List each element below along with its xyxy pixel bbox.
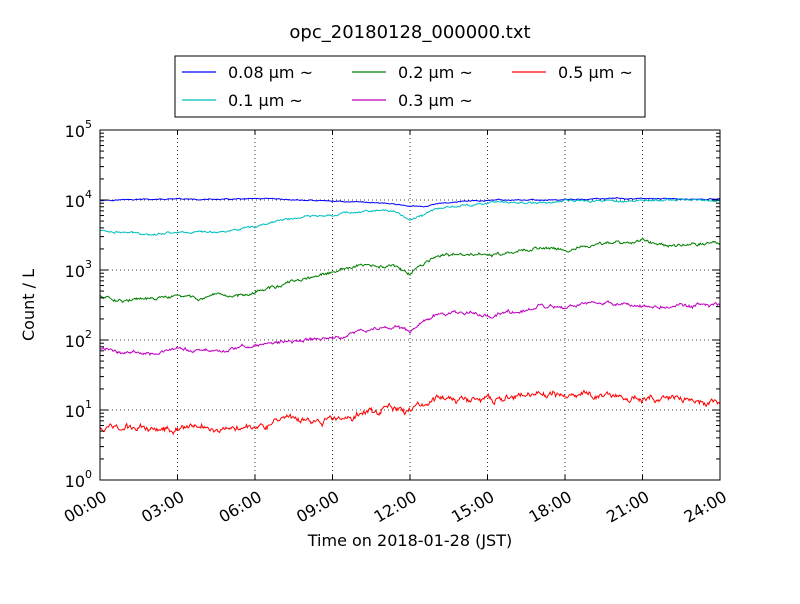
legend-label: 0.2 μm ~	[398, 63, 473, 82]
y-tick-base: 10	[65, 472, 85, 491]
legend-label: 0.1 μm ~	[228, 91, 303, 110]
y-tick-exp: 1	[85, 398, 92, 411]
y-tick-base: 10	[65, 122, 85, 141]
y-tick-label: 103	[65, 258, 92, 281]
y-axis-label: Count / L	[19, 269, 38, 341]
y-tick-base: 10	[65, 332, 85, 351]
y-tick-exp: 2	[85, 328, 92, 341]
legend: 0.08 μm ~ 0.1 μm ~ 0.2 μm ~ 0.3 μm ~ 0.5 μm …	[174, 55, 646, 118]
y-tick-base: 10	[65, 192, 85, 211]
legend-label: 0.3 μm ~	[398, 91, 473, 110]
y-tick-exp: 4	[85, 188, 92, 201]
legend-label: 0.5 μm ~	[558, 63, 633, 82]
x-axis-label: Time on 2018-01-28 (JST)	[307, 531, 512, 550]
y-tick-exp: 5	[85, 118, 92, 131]
series-line-0	[99, 197, 721, 208]
legend-box	[174, 55, 646, 118]
plot-area	[100, 130, 720, 480]
series-layer	[99, 197, 721, 436]
y-tick-label: 101	[65, 398, 92, 421]
y-tick-label: 105	[65, 118, 92, 141]
legend-label: 0.08 μm ~	[228, 63, 313, 82]
y-tick-label: 102	[65, 328, 92, 351]
series-line-3	[99, 299, 721, 356]
y-tick-label: 100	[65, 468, 92, 491]
y-tick-base: 10	[65, 262, 85, 281]
ticks	[99, 129, 721, 481]
y-tick-label: 104	[65, 188, 92, 211]
chart-title: opc_20180128_000000.txt	[289, 22, 530, 43]
y-tick-exp: 0	[85, 468, 92, 481]
grid	[100, 130, 720, 480]
y-tick-exp: 3	[85, 258, 92, 271]
y-tick-base: 10	[65, 402, 85, 421]
series-line-4	[99, 389, 721, 436]
series-line-2	[99, 237, 721, 304]
series-line-1	[99, 198, 721, 236]
